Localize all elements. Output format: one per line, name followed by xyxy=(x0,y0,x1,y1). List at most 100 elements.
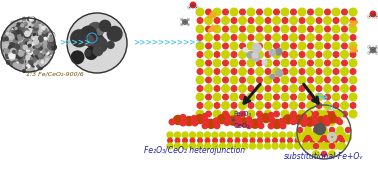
Circle shape xyxy=(310,132,316,138)
Circle shape xyxy=(20,60,25,64)
Circle shape xyxy=(316,52,322,57)
Circle shape xyxy=(19,25,23,30)
Circle shape xyxy=(256,17,263,24)
Circle shape xyxy=(257,132,263,138)
Circle shape xyxy=(205,85,212,92)
Circle shape xyxy=(27,46,32,50)
Text: v: v xyxy=(331,135,333,139)
Circle shape xyxy=(324,17,331,24)
Circle shape xyxy=(205,68,212,75)
Circle shape xyxy=(43,49,47,53)
Circle shape xyxy=(297,105,351,159)
Circle shape xyxy=(26,45,28,47)
Circle shape xyxy=(29,17,35,23)
Circle shape xyxy=(17,45,22,49)
Circle shape xyxy=(240,94,245,100)
Circle shape xyxy=(202,123,208,129)
Circle shape xyxy=(13,32,17,36)
Circle shape xyxy=(230,8,238,16)
Circle shape xyxy=(324,68,331,75)
Circle shape xyxy=(329,135,335,141)
Circle shape xyxy=(307,102,314,109)
Circle shape xyxy=(345,135,351,141)
Text: >>>>>>>>>>>: >>>>>>>>>>> xyxy=(133,38,202,48)
Circle shape xyxy=(257,94,262,100)
Circle shape xyxy=(298,76,306,84)
Circle shape xyxy=(195,6,198,9)
Circle shape xyxy=(217,115,226,124)
Circle shape xyxy=(11,48,16,54)
Circle shape xyxy=(15,56,16,57)
Circle shape xyxy=(291,9,296,15)
Circle shape xyxy=(28,24,33,28)
Circle shape xyxy=(22,51,24,53)
Circle shape xyxy=(23,69,26,73)
Circle shape xyxy=(273,51,280,58)
Circle shape xyxy=(26,44,28,46)
Circle shape xyxy=(31,33,37,39)
Circle shape xyxy=(25,40,30,46)
Circle shape xyxy=(42,24,44,27)
Circle shape xyxy=(25,44,29,47)
Circle shape xyxy=(236,120,242,125)
Circle shape xyxy=(265,86,271,91)
Circle shape xyxy=(248,18,254,23)
Circle shape xyxy=(31,49,33,51)
Circle shape xyxy=(324,143,330,149)
Text: substitutional-Fe+Oᵥ: substitutional-Fe+Oᵥ xyxy=(284,152,364,161)
Circle shape xyxy=(26,65,29,68)
Circle shape xyxy=(34,40,39,44)
Circle shape xyxy=(27,44,29,47)
Circle shape xyxy=(10,54,12,56)
Circle shape xyxy=(48,36,54,42)
Circle shape xyxy=(32,63,35,67)
Circle shape xyxy=(291,94,296,100)
Circle shape xyxy=(30,42,32,43)
Circle shape xyxy=(239,34,246,41)
Circle shape xyxy=(18,35,22,39)
Circle shape xyxy=(29,41,32,44)
Circle shape xyxy=(10,35,12,37)
Circle shape xyxy=(36,43,40,48)
Circle shape xyxy=(39,61,44,66)
Circle shape xyxy=(290,17,297,24)
Circle shape xyxy=(315,8,323,16)
Circle shape xyxy=(12,32,18,38)
Circle shape xyxy=(337,127,343,133)
Circle shape xyxy=(28,35,34,41)
Circle shape xyxy=(34,27,37,30)
Circle shape xyxy=(2,37,4,40)
Circle shape xyxy=(191,118,197,124)
Circle shape xyxy=(290,51,297,58)
Circle shape xyxy=(305,127,311,133)
Circle shape xyxy=(247,52,254,58)
Circle shape xyxy=(314,123,325,135)
Circle shape xyxy=(36,37,39,40)
Circle shape xyxy=(11,61,17,67)
Circle shape xyxy=(174,115,183,124)
Circle shape xyxy=(33,27,34,29)
Circle shape xyxy=(349,59,357,67)
Circle shape xyxy=(12,48,15,51)
Circle shape xyxy=(265,69,271,74)
Circle shape xyxy=(25,41,31,46)
Circle shape xyxy=(230,42,238,50)
Circle shape xyxy=(11,27,17,33)
Circle shape xyxy=(17,49,22,55)
Circle shape xyxy=(332,93,340,101)
Circle shape xyxy=(23,39,29,44)
Circle shape xyxy=(203,118,209,124)
Circle shape xyxy=(257,9,262,15)
Circle shape xyxy=(21,56,26,61)
Circle shape xyxy=(34,54,38,57)
Circle shape xyxy=(333,35,339,40)
Circle shape xyxy=(43,26,47,30)
Circle shape xyxy=(290,102,297,109)
Circle shape xyxy=(316,18,322,23)
Circle shape xyxy=(29,61,30,62)
Circle shape xyxy=(223,9,228,15)
Circle shape xyxy=(273,138,277,143)
Circle shape xyxy=(16,25,22,30)
Circle shape xyxy=(214,123,220,129)
Circle shape xyxy=(40,55,41,56)
